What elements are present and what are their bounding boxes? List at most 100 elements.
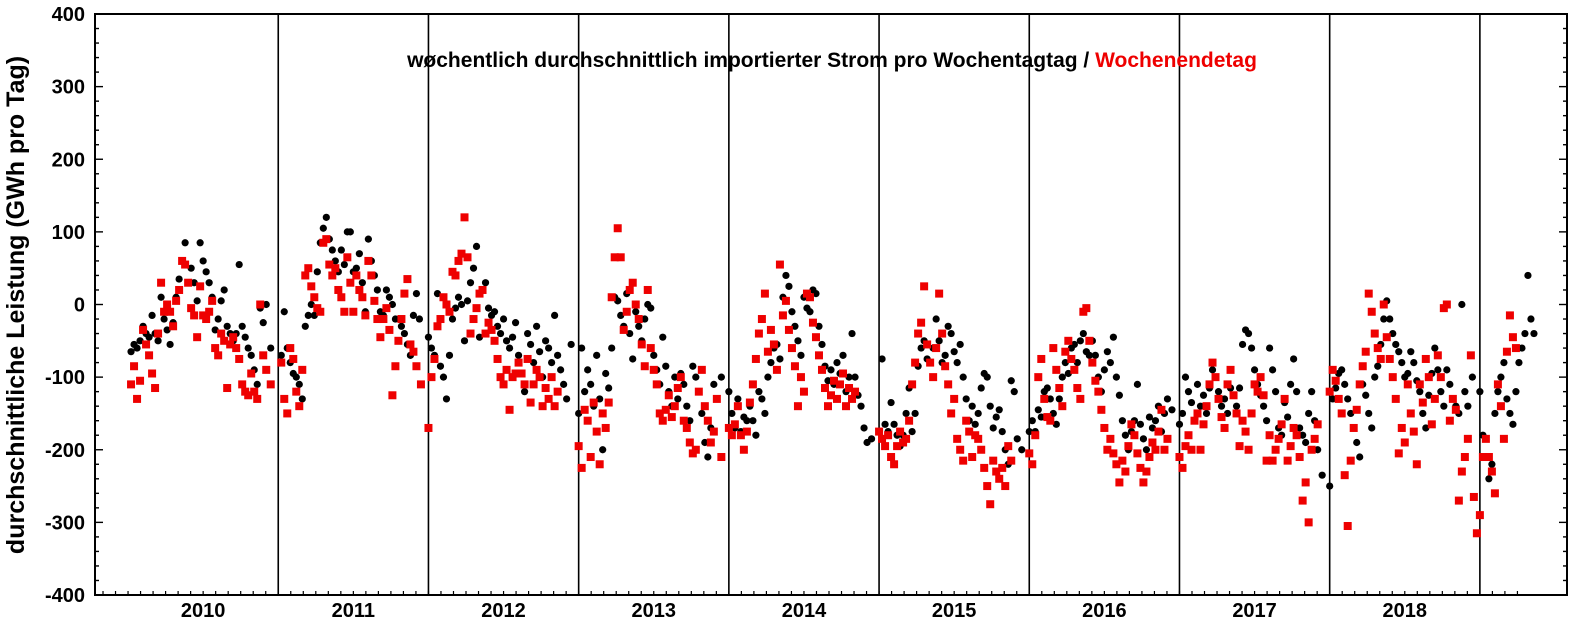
weekday-point <box>752 431 760 439</box>
weekend-point <box>956 445 965 454</box>
weekend-point <box>253 394 262 403</box>
weekend-point <box>622 307 631 316</box>
weekday-point <box>941 351 949 359</box>
weekday-point <box>502 337 511 345</box>
weekday-point <box>932 315 940 323</box>
weekday-point <box>743 417 751 425</box>
weekend-point <box>616 253 625 262</box>
weekend-point <box>292 387 301 396</box>
weekend-point <box>1154 427 1163 436</box>
weekday-point <box>641 315 649 323</box>
weekend-point <box>676 373 685 382</box>
chart-title: wøchentlich durchschnittlich importierte… <box>406 49 1257 72</box>
weekend-point <box>1181 442 1190 451</box>
weekend-point <box>1478 453 1487 462</box>
weekend-point <box>547 373 556 382</box>
weekday-point <box>1440 402 1448 410</box>
weekend-point <box>1271 445 1280 454</box>
weekday-point <box>133 344 141 352</box>
weekend-point <box>139 325 148 334</box>
y-tick-label: -200 <box>45 440 85 462</box>
weekday-point <box>1223 409 1232 418</box>
x-year-label: 2014 <box>782 600 827 622</box>
weekend-point <box>1349 423 1358 432</box>
weekday-point <box>481 279 490 287</box>
weekday-point <box>1103 348 1111 356</box>
weekend-point <box>1046 416 1055 425</box>
weekend-point <box>337 293 346 302</box>
weekday-point <box>1079 329 1087 338</box>
weekend-point <box>1352 405 1361 414</box>
weekend-point <box>1463 434 1472 443</box>
weekday-point <box>977 384 985 392</box>
weekend-point <box>658 416 667 425</box>
weekend-point <box>376 333 385 342</box>
y-tick-label: 300 <box>52 77 85 99</box>
weekday-point <box>499 315 508 323</box>
weekday-point <box>791 322 799 330</box>
weekend-point <box>1382 333 1391 342</box>
weekday-point <box>629 355 637 363</box>
weekday-point <box>593 351 601 359</box>
weekend-point <box>974 434 983 443</box>
weekend-point <box>908 380 917 389</box>
weekend-point <box>649 365 658 374</box>
weekend-point <box>352 271 361 280</box>
weekend-point <box>355 285 364 294</box>
weekday-point <box>1398 359 1406 367</box>
weekend-point <box>1367 307 1376 316</box>
weekend-point <box>1400 438 1409 447</box>
weekend-point <box>1346 456 1355 465</box>
weekday-point <box>710 380 718 388</box>
weekday-point <box>545 344 553 352</box>
weekday-point <box>1318 471 1326 479</box>
weekend-point <box>1484 453 1493 462</box>
weekend-point <box>1097 405 1106 414</box>
weekend-point <box>1208 358 1217 367</box>
weekday-point <box>187 264 195 272</box>
weekend-point <box>205 307 214 316</box>
weekend-point <box>517 369 526 378</box>
weekend-point <box>409 347 418 356</box>
weekend-point <box>416 380 425 389</box>
weekend-point <box>1187 445 1196 454</box>
weekday-point <box>1145 413 1154 421</box>
weekend-point <box>232 344 241 353</box>
weekday-point <box>148 311 156 319</box>
weekend-point <box>142 340 151 349</box>
weekday-point <box>412 290 421 298</box>
weekend-point <box>1121 467 1130 476</box>
weekend-point <box>706 438 715 447</box>
weekday-point <box>1389 329 1397 338</box>
weekday-point <box>1187 398 1196 407</box>
weekday-point <box>340 260 348 269</box>
weekday-point <box>635 322 643 330</box>
weekday-point <box>1007 377 1015 385</box>
weekend-point <box>950 394 959 403</box>
weekend-point <box>1361 347 1370 356</box>
weekday-point <box>839 351 847 359</box>
weekday-point <box>436 362 445 370</box>
weekend-point <box>839 369 848 378</box>
weekday-point <box>1244 329 1253 338</box>
weekend-point <box>1070 365 1079 374</box>
weekend-point <box>1133 449 1142 458</box>
weekday-point <box>1091 351 1099 359</box>
weekday-point <box>190 279 198 287</box>
weekday-point <box>1052 420 1060 428</box>
weekend-point <box>481 329 490 338</box>
weekend-point <box>451 271 460 280</box>
weekend-point <box>412 362 421 371</box>
x-axis-year-labels: 2010 2011 2012 2013 2014 2015 2016 2017 2018 <box>102 591 1519 622</box>
weekend-point <box>1403 380 1412 389</box>
weekday-point <box>551 311 559 319</box>
weekend-point <box>757 315 766 324</box>
weekend-point <box>460 213 469 222</box>
weekend-point <box>917 318 926 327</box>
weekend-point <box>514 358 523 367</box>
weekend-point <box>1250 380 1259 389</box>
weekend-point <box>187 304 196 313</box>
weekend-point <box>799 387 808 396</box>
weekday-point <box>701 438 709 447</box>
weekend-point <box>1118 456 1127 465</box>
